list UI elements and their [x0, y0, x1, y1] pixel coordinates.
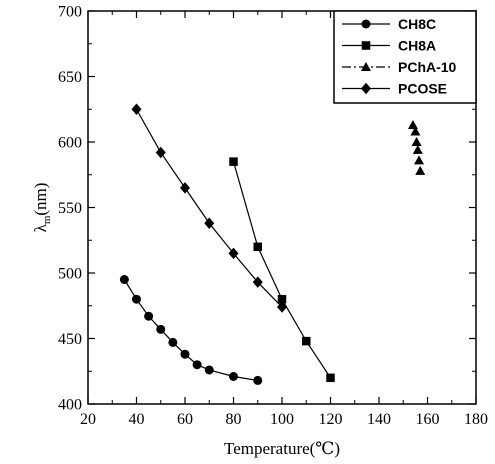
y-axis-subscript: m — [41, 215, 53, 224]
x-tick-label: 120 — [319, 411, 343, 428]
x-tick-label: 100 — [270, 411, 294, 428]
data-point-pcose — [204, 217, 215, 229]
data-point-ch8c — [119, 275, 129, 285]
x-tick-label: 40 — [129, 411, 145, 428]
y-tick-label: 450 — [58, 331, 82, 348]
x-tick-label: 140 — [367, 411, 391, 428]
data-point-ch8a — [302, 336, 311, 346]
y-tick-label: 700 — [58, 4, 82, 21]
data-point-ch8c — [229, 371, 238, 381]
data-point-pcha-10 — [407, 119, 418, 129]
y-tick-label: 500 — [58, 266, 82, 283]
data-point-ch8c — [204, 365, 214, 375]
data-point-ch8c — [253, 375, 263, 385]
x-tick-label: 60 — [177, 411, 193, 428]
legend-marker-ch8a — [361, 41, 371, 50]
series-ch8c — [119, 275, 263, 385]
legend-marker-pcose — [361, 82, 371, 95]
y-tick-label: 550 — [58, 200, 82, 217]
data-point-ch8a — [229, 157, 238, 166]
data-point-pcha-10 — [410, 126, 421, 136]
y-tick-label: 600 — [58, 135, 82, 152]
series-line-pcose — [135, 108, 283, 308]
data-point-pcha-10 — [412, 144, 423, 154]
x-tick-label: 20 — [80, 411, 96, 428]
series-pcose — [131, 103, 287, 313]
ticks-layer: 20 40 60 80 100 120 140 160 180 400 450 500 550 600 65… — [58, 4, 488, 429]
legend: CH8C CH8A PChA-10 PCOSE — [333, 10, 477, 104]
legend-marker-ch8c — [361, 19, 371, 29]
data-point-ch8a — [326, 373, 335, 383]
y-axis-title: λm(nm) — [31, 183, 53, 233]
data-point-pcha-10 — [415, 165, 426, 175]
data-point-ch8a — [277, 294, 287, 304]
data-point-ch8c — [168, 337, 178, 347]
legend-label-pcose: PCOSE — [398, 81, 447, 97]
data-point-pcha-10 — [411, 137, 422, 146]
data-point-ch8c — [192, 360, 202, 370]
data-point-pcose — [155, 146, 166, 159]
series-pcha-10 — [407, 119, 426, 175]
series-ch8a — [229, 157, 335, 383]
data-point-ch8c — [180, 349, 190, 359]
y-tick-label: 650 — [58, 69, 82, 86]
legend-label-ch8c: CH8C — [398, 16, 436, 32]
data-point-ch8a — [253, 242, 262, 252]
y-axis-unit: (nm) — [31, 183, 50, 216]
x-tick-label: 160 — [416, 411, 440, 428]
data-point-pcose — [131, 103, 142, 115]
x-tick-label: 80 — [226, 411, 242, 428]
x-tick-label: 180 — [464, 411, 488, 428]
series-layer — [119, 103, 426, 385]
data-point-pcose — [228, 247, 239, 260]
data-point-pcose — [277, 301, 287, 313]
data-point-pcose — [252, 276, 263, 288]
y-tick-label: 400 — [58, 397, 82, 414]
legend-label-ch8a: CH8A — [398, 38, 436, 54]
series-line-ch8c — [123, 279, 258, 382]
legend-marker-pcha-10 — [361, 62, 371, 71]
legend-label-pcha-10: PChA-10 — [398, 59, 457, 75]
data-point-pcha-10 — [414, 155, 425, 165]
y-axis-symbol: λ — [31, 223, 50, 232]
data-point-ch8c — [156, 324, 166, 334]
data-point-pcose — [180, 182, 190, 194]
x-axis-title: Temperature(℃) — [224, 439, 340, 458]
data-point-ch8c — [144, 311, 154, 321]
legend-box — [333, 10, 477, 104]
data-point-ch8c — [132, 294, 141, 304]
